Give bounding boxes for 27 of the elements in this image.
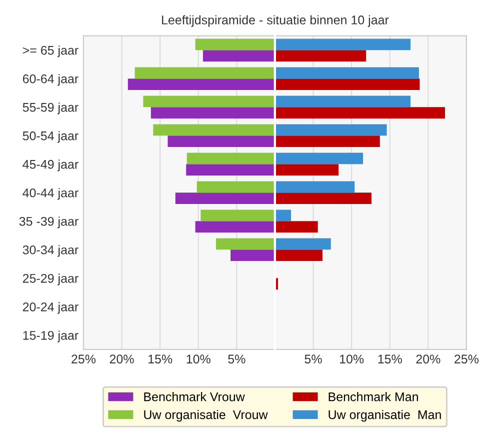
y-tick-label: 45-49 jaar xyxy=(22,160,78,172)
y-tick-label: 50-54 jaar xyxy=(22,131,78,143)
y-tick-label: 55-59 jaar xyxy=(22,102,78,114)
legend-label: Benchmark Vrouw xyxy=(144,392,245,402)
x-tick-label: 20% xyxy=(110,354,134,364)
y-tick-label: 20-24 jaar xyxy=(22,302,78,314)
x-tick-label: 25% xyxy=(72,354,96,364)
y-tick-label: >= 65 jaar xyxy=(22,46,78,58)
y-tick-label: 30-34 jaar xyxy=(22,245,78,257)
y-tick-label: 25-29 jaar xyxy=(22,274,78,286)
y-tick-label: 15-19 jaar xyxy=(23,330,78,342)
legend-label: Uw organisatie Vrouw xyxy=(144,410,268,422)
x-tick-label: 15% xyxy=(378,354,402,364)
y-tick-label: 40-44 jaar xyxy=(22,188,78,200)
x-tick-label: 10% xyxy=(186,354,210,364)
chart-title: Leeftijdspiramide - situatie binnen 10 jaar xyxy=(162,15,389,27)
bar xyxy=(274,210,292,222)
legend-label: Benchmark Man xyxy=(328,392,418,402)
y-tick-label: 60-64 jaar xyxy=(22,74,78,86)
x-tick-label: 5% xyxy=(304,354,322,364)
x-tick-label: 5% xyxy=(228,354,246,364)
x-tick-label: 15% xyxy=(148,354,172,364)
x-tick-label: 20% xyxy=(416,354,440,364)
y-tick-label: 35 -39 jaar xyxy=(19,216,78,228)
legend-label: Uw organisatie Man xyxy=(328,410,441,422)
x-tick-label: 25% xyxy=(454,354,479,364)
x-tick-label: 10% xyxy=(340,354,364,364)
